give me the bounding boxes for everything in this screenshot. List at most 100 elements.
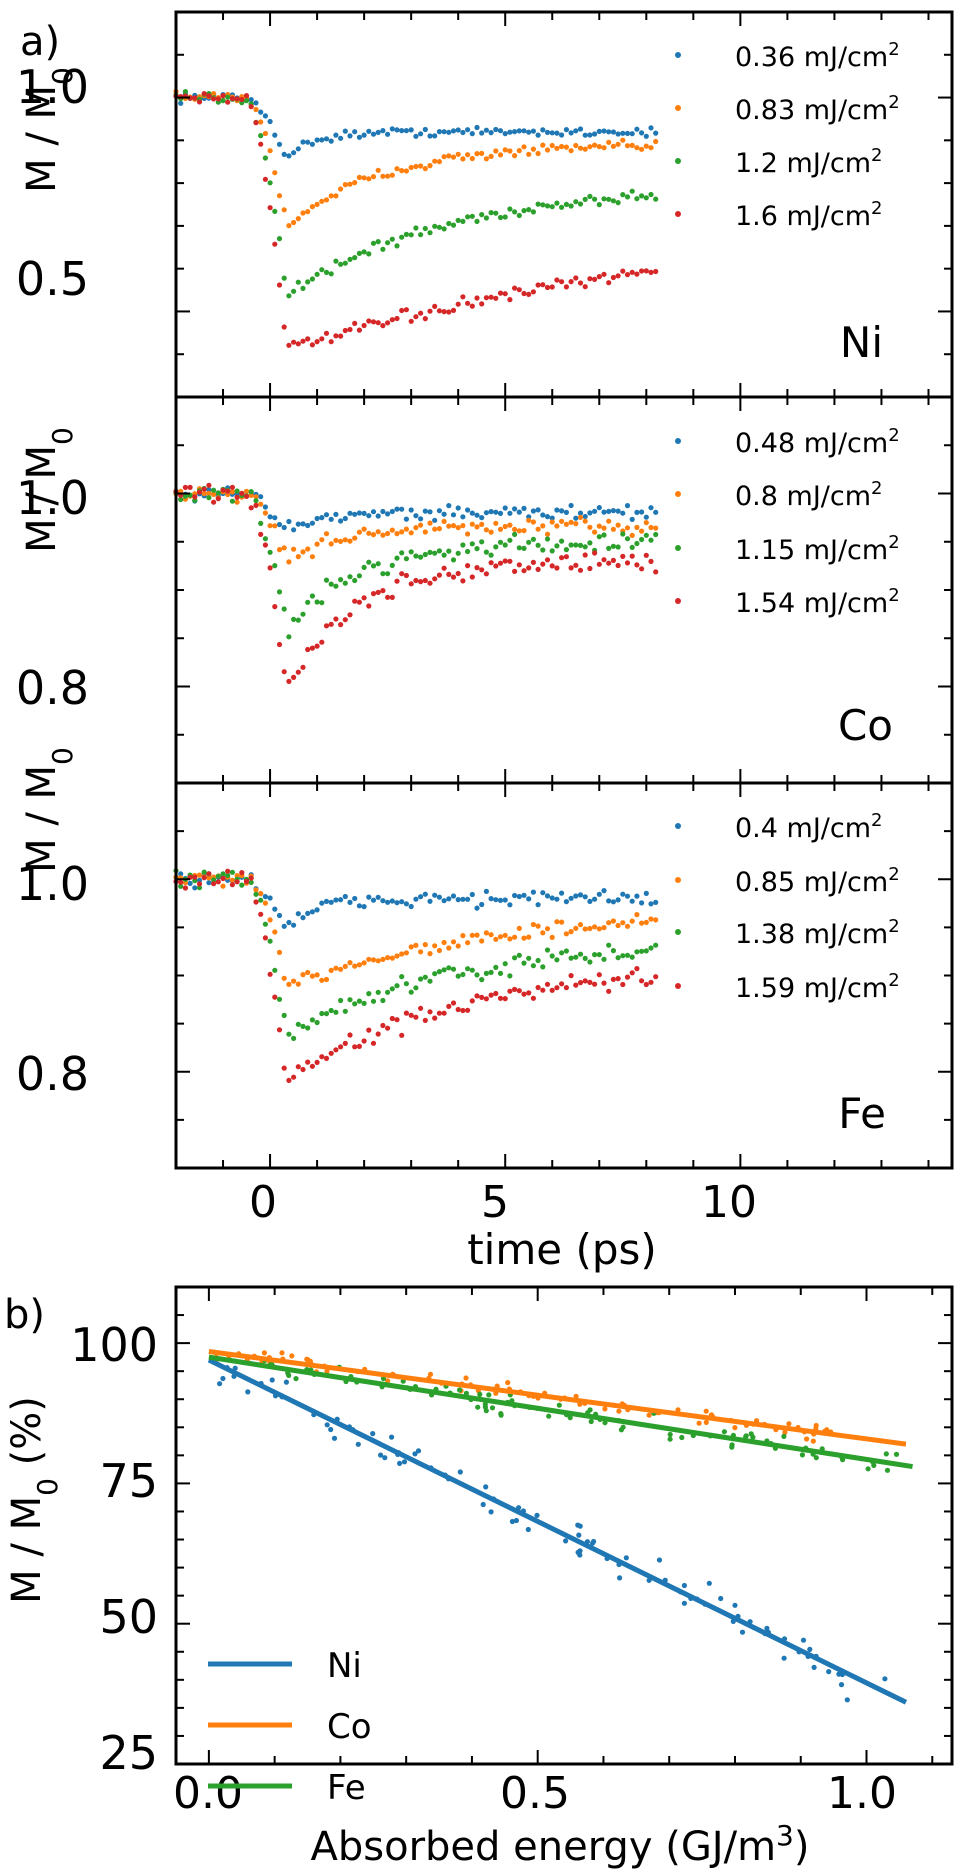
data-point xyxy=(427,520,433,526)
data-point xyxy=(648,191,654,198)
data-point xyxy=(568,203,574,209)
data-point xyxy=(258,141,264,147)
data-point xyxy=(582,518,588,524)
data-point xyxy=(577,1523,583,1529)
data-point xyxy=(225,868,231,874)
data-point xyxy=(482,1404,488,1410)
data-point xyxy=(382,1455,388,1461)
data-point xyxy=(178,871,184,877)
data-point xyxy=(305,139,311,145)
data-point xyxy=(267,514,273,520)
data-point xyxy=(624,525,631,531)
legend-label: 1.15 mJ/cm2 xyxy=(735,532,900,566)
data-point xyxy=(648,269,654,275)
data-point xyxy=(474,565,480,571)
data-point xyxy=(314,137,320,143)
data-point xyxy=(432,158,438,164)
data-point xyxy=(328,516,334,522)
data-point xyxy=(634,126,640,132)
data-point xyxy=(535,542,541,548)
data-point xyxy=(361,322,367,329)
data-point xyxy=(446,945,452,951)
data-point xyxy=(549,953,555,959)
data-point xyxy=(559,555,565,561)
data-point xyxy=(352,1001,358,1007)
data-point xyxy=(507,988,513,994)
data-point xyxy=(356,134,362,140)
data-point xyxy=(352,320,358,326)
data-point xyxy=(826,1669,832,1675)
data-point xyxy=(220,93,226,99)
data-point xyxy=(606,196,612,202)
data-point xyxy=(781,1433,787,1439)
data-point xyxy=(450,557,457,563)
data-point xyxy=(810,1438,816,1444)
data-point xyxy=(634,540,640,547)
data-point xyxy=(394,953,400,959)
data-point xyxy=(535,150,541,157)
data-point xyxy=(385,240,391,246)
data-point xyxy=(253,498,259,504)
data-point xyxy=(540,561,546,567)
data-point xyxy=(258,911,264,917)
data-point xyxy=(455,570,461,577)
data-point xyxy=(201,91,207,97)
data-point xyxy=(305,599,311,605)
data-point xyxy=(333,193,339,199)
data-point xyxy=(549,548,555,554)
data-point xyxy=(389,986,395,992)
data-point xyxy=(361,510,367,516)
data-point xyxy=(399,550,405,556)
data-point xyxy=(408,530,414,536)
data-point xyxy=(446,309,452,315)
data-point xyxy=(460,1007,466,1014)
data-point xyxy=(507,902,513,908)
data-point xyxy=(370,957,377,963)
data-point xyxy=(479,938,485,944)
data-point xyxy=(239,870,245,876)
legend-label: 0.4 mJ/cm2 xyxy=(735,810,882,844)
data-point xyxy=(375,239,381,245)
data-point xyxy=(559,508,565,514)
data-point xyxy=(729,1444,735,1450)
data-point xyxy=(488,294,494,300)
data-point xyxy=(403,307,409,313)
legend-marker xyxy=(675,491,681,497)
data-point xyxy=(394,555,400,561)
data-point xyxy=(465,300,471,306)
data-point xyxy=(323,269,330,275)
data-point xyxy=(361,249,367,255)
data-point xyxy=(639,900,645,906)
data-point xyxy=(488,153,494,159)
data-point xyxy=(267,205,273,211)
data-point xyxy=(342,580,348,586)
data-point xyxy=(610,143,617,149)
data-point xyxy=(370,174,377,180)
legend-marker xyxy=(675,877,681,883)
data-point xyxy=(587,132,593,138)
data-point xyxy=(568,279,574,285)
data-point xyxy=(577,922,584,928)
data-point xyxy=(385,1025,391,1031)
data-point xyxy=(544,284,551,291)
data-point xyxy=(347,1032,353,1038)
data-point xyxy=(217,1381,223,1387)
data-point xyxy=(432,133,438,139)
data-point xyxy=(305,279,311,285)
data-point xyxy=(328,899,334,905)
data-point xyxy=(441,129,447,135)
data-point xyxy=(573,142,579,149)
data-point xyxy=(291,288,297,294)
data-point xyxy=(643,268,649,274)
data-point xyxy=(544,147,551,153)
data-point xyxy=(262,130,268,137)
data-point xyxy=(352,511,358,517)
data-point xyxy=(592,131,598,137)
data-point xyxy=(648,979,654,985)
data-point xyxy=(653,138,659,145)
data-point xyxy=(546,1413,552,1419)
data-point xyxy=(211,881,217,887)
data-point xyxy=(243,93,250,99)
data-point xyxy=(276,282,283,288)
data-point xyxy=(262,176,268,182)
